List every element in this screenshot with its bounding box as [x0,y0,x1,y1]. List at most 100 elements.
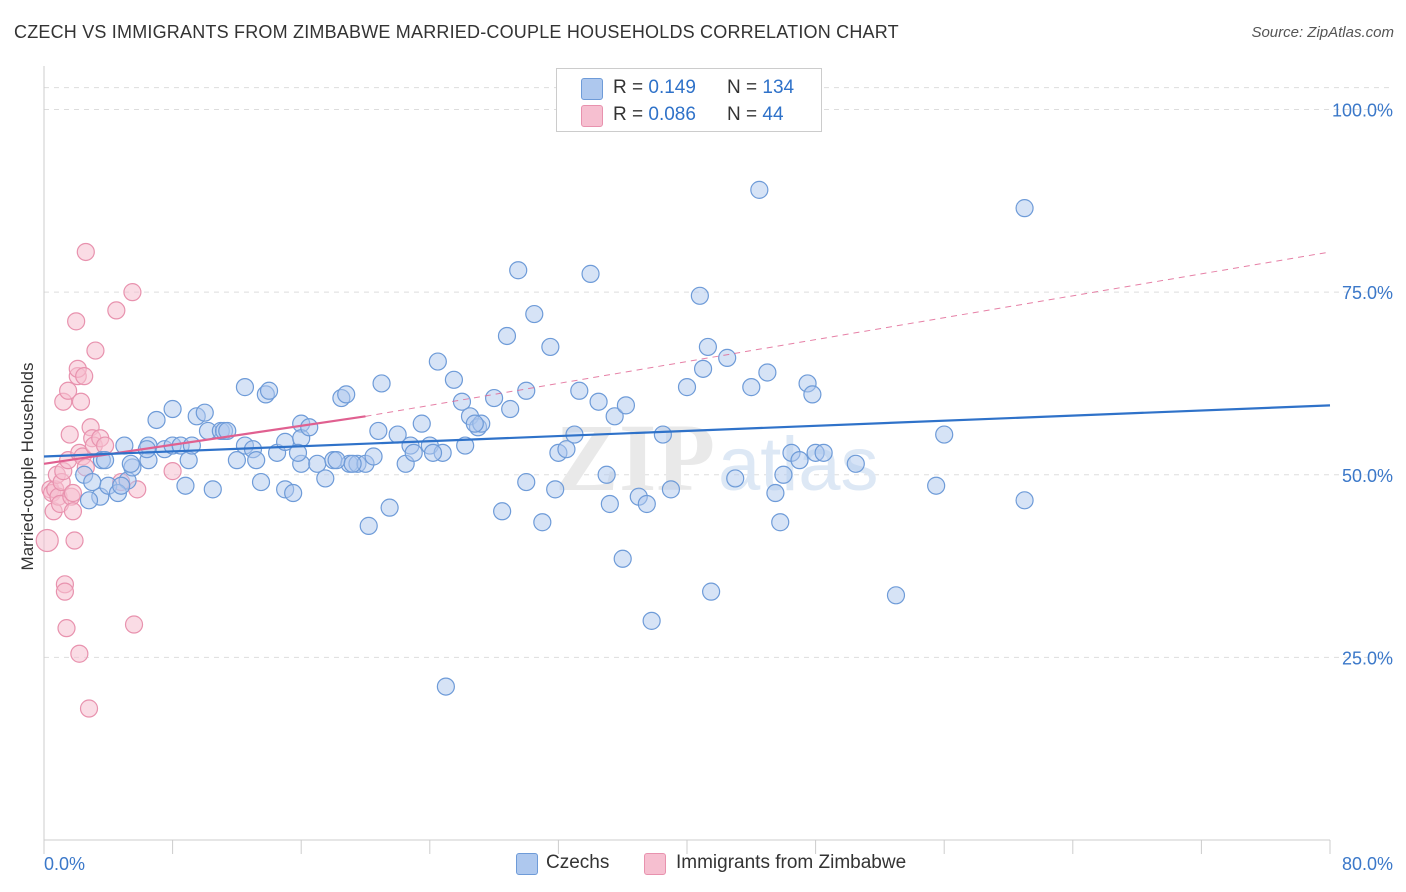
czech-point [581,264,600,283]
czech-point [343,454,362,473]
czech-point [247,451,266,470]
czech-swatch [581,78,603,100]
zimbabwe-point [65,531,84,550]
source-label: Source: ZipAtlas.com [1251,24,1394,41]
czech-point [600,494,619,514]
czech-point [112,476,131,495]
zimbabwe-point [57,619,76,638]
czech-point [605,407,624,426]
czech-point [642,611,661,630]
zimbabwe-point [60,425,79,444]
czech-point [533,513,552,532]
czech-point [83,472,102,492]
czech-point [790,451,809,470]
x-tick-label: 80.0% [1342,854,1393,874]
legend-r-value: 0.149 [648,77,696,98]
zimbabwe-point [79,699,99,718]
tick-labels: 25.0% 50.0% 75.0% 100.0% 0.0% 80.0% Married-co… [18,101,1393,874]
zimbabwe-point [63,502,83,521]
zimbabwe-point [59,381,78,400]
czech-point [570,381,589,400]
czech-point [147,410,166,430]
y-tick-label: 25.0% [1342,648,1393,668]
czech-point [774,465,793,484]
x-tick-label: 0.0% [44,854,85,874]
czech-point [935,425,954,444]
zimbabwe-points [35,242,182,718]
czech-point [690,286,709,305]
czech-point [359,516,378,535]
zimbabwe-point [123,283,142,302]
czech-point [750,180,769,199]
czech-point [251,472,271,492]
czech-point [428,352,447,371]
legend-r-value: 0.086 [648,104,696,125]
czech-point [380,498,399,517]
czech-point [726,469,745,488]
zimbabwe-point [71,392,91,411]
czech-point [886,586,906,605]
zimbabwe-point [163,462,182,481]
czech-point [163,399,182,419]
czech-point [814,443,833,462]
zimbabwe-point [67,312,86,331]
czech-point [288,443,308,462]
czech-point [525,304,544,324]
czech-point [79,491,99,510]
legend-r-label: R = [613,77,644,98]
zimbabwe-point [35,528,59,553]
zimbabwe-trend-extension [365,251,1331,417]
axes [43,66,1331,854]
czech-point [766,483,785,503]
czech-point [1015,491,1034,510]
czech-point [677,378,697,397]
czech-point [121,454,140,473]
czech-point [284,483,303,503]
czech-point [235,378,255,397]
zimbabwe-point [63,483,83,503]
chart-title: CZECH VS IMMIGRANTS FROM ZIMBABWE MARRIE… [14,22,899,42]
czech-point [702,582,721,601]
legend-n-label: N = [727,77,758,98]
zimbabwe-point [124,615,144,634]
czech-point [846,454,865,473]
czech-point [589,392,608,411]
legend-n-value: 44 [762,104,784,125]
zimbabwe-point [75,367,94,386]
czech-point [758,363,777,382]
czech-trend-line [43,404,1331,458]
czech-point [369,421,388,441]
czech-point [444,370,464,389]
legend-label-czechs: Czechs [546,852,610,873]
czech-point [404,443,423,462]
legend-label-zimbabwe: Immigrants from Zimbabwe [676,852,907,873]
zimbabwe-point [86,341,105,360]
czech-point [597,465,616,484]
czech-point [517,472,536,492]
zimbabwe-swatch [644,853,666,875]
czech-point [423,443,443,462]
czech-point [493,502,512,521]
y-tick-label: 50.0% [1342,466,1393,486]
czech-point [661,480,681,499]
czech-point [259,381,279,400]
czech-point [927,476,946,495]
zimbabwe-point [70,644,89,663]
czech-point [637,494,656,514]
czech-point [557,440,576,459]
czech-point [653,425,672,444]
czech-point [803,385,822,404]
czech-point [327,451,346,470]
czech-point [456,436,475,455]
zimbabwe-point [107,301,126,320]
y-axis-label: Married-couple Households [18,363,37,571]
zimbabwe-point [76,242,95,262]
y-tick-label: 100.0% [1332,101,1393,121]
czech-point [718,348,737,367]
legend-n-label: N = [727,104,758,125]
czech-swatch [516,853,538,875]
correlation-legend: R = 0.149 N = 134 R = 0.086 N = 44 [556,68,822,132]
czech-point [436,677,455,696]
czech-point [517,381,536,400]
